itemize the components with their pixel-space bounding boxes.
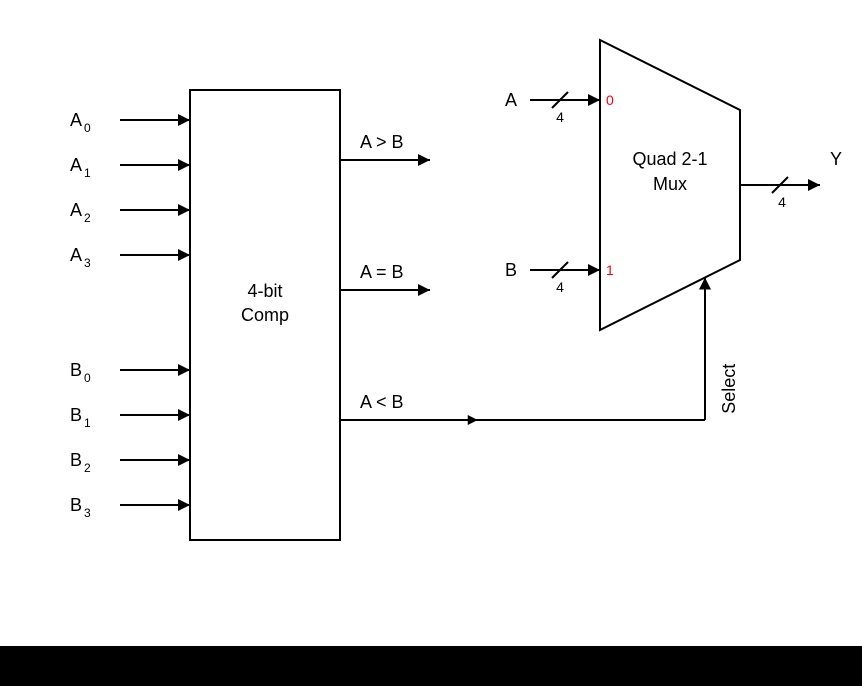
canvas-bg (0, 0, 862, 686)
mux-label1: Quad 2-1 (632, 149, 707, 169)
input-b1-sub: 1 (84, 416, 91, 430)
input-a1-sub: 1 (84, 166, 91, 180)
mux-out-name: Y (830, 149, 842, 169)
input-a2-sub: 2 (84, 211, 91, 225)
input-b1-label: B (70, 405, 82, 425)
comparator-label2: Comp (241, 305, 289, 325)
output-eq-label: A = B (360, 262, 404, 282)
mux-in0-width: 4 (556, 109, 564, 125)
mux-in1-width: 4 (556, 279, 564, 295)
input-b3-label: B (70, 495, 82, 515)
input-b3-sub: 3 (84, 506, 91, 520)
input-b2-label: B (70, 450, 82, 470)
mux-in0-name: A (505, 90, 517, 110)
select-label: Select (719, 364, 739, 414)
input-a2-label: A (70, 200, 82, 220)
input-b0-label: B (70, 360, 82, 380)
bottom-strip (0, 646, 862, 686)
mux-in1-num: 1 (606, 262, 614, 278)
input-a0-sub: 0 (84, 121, 91, 135)
input-b2-sub: 2 (84, 461, 91, 475)
mux-out-width: 4 (778, 194, 786, 210)
mux-in0-num: 0 (606, 92, 614, 108)
comparator-label1: 4-bit (247, 281, 282, 301)
mux-in1-name: B (505, 260, 517, 280)
input-a0-label: A (70, 110, 82, 130)
input-a1-label: A (70, 155, 82, 175)
input-a3-label: A (70, 245, 82, 265)
output-gt-label: A > B (360, 132, 404, 152)
mux-label2: Mux (653, 174, 687, 194)
output-lt-label: A < B (360, 392, 404, 412)
input-b0-sub: 0 (84, 371, 91, 385)
input-a3-sub: 3 (84, 256, 91, 270)
